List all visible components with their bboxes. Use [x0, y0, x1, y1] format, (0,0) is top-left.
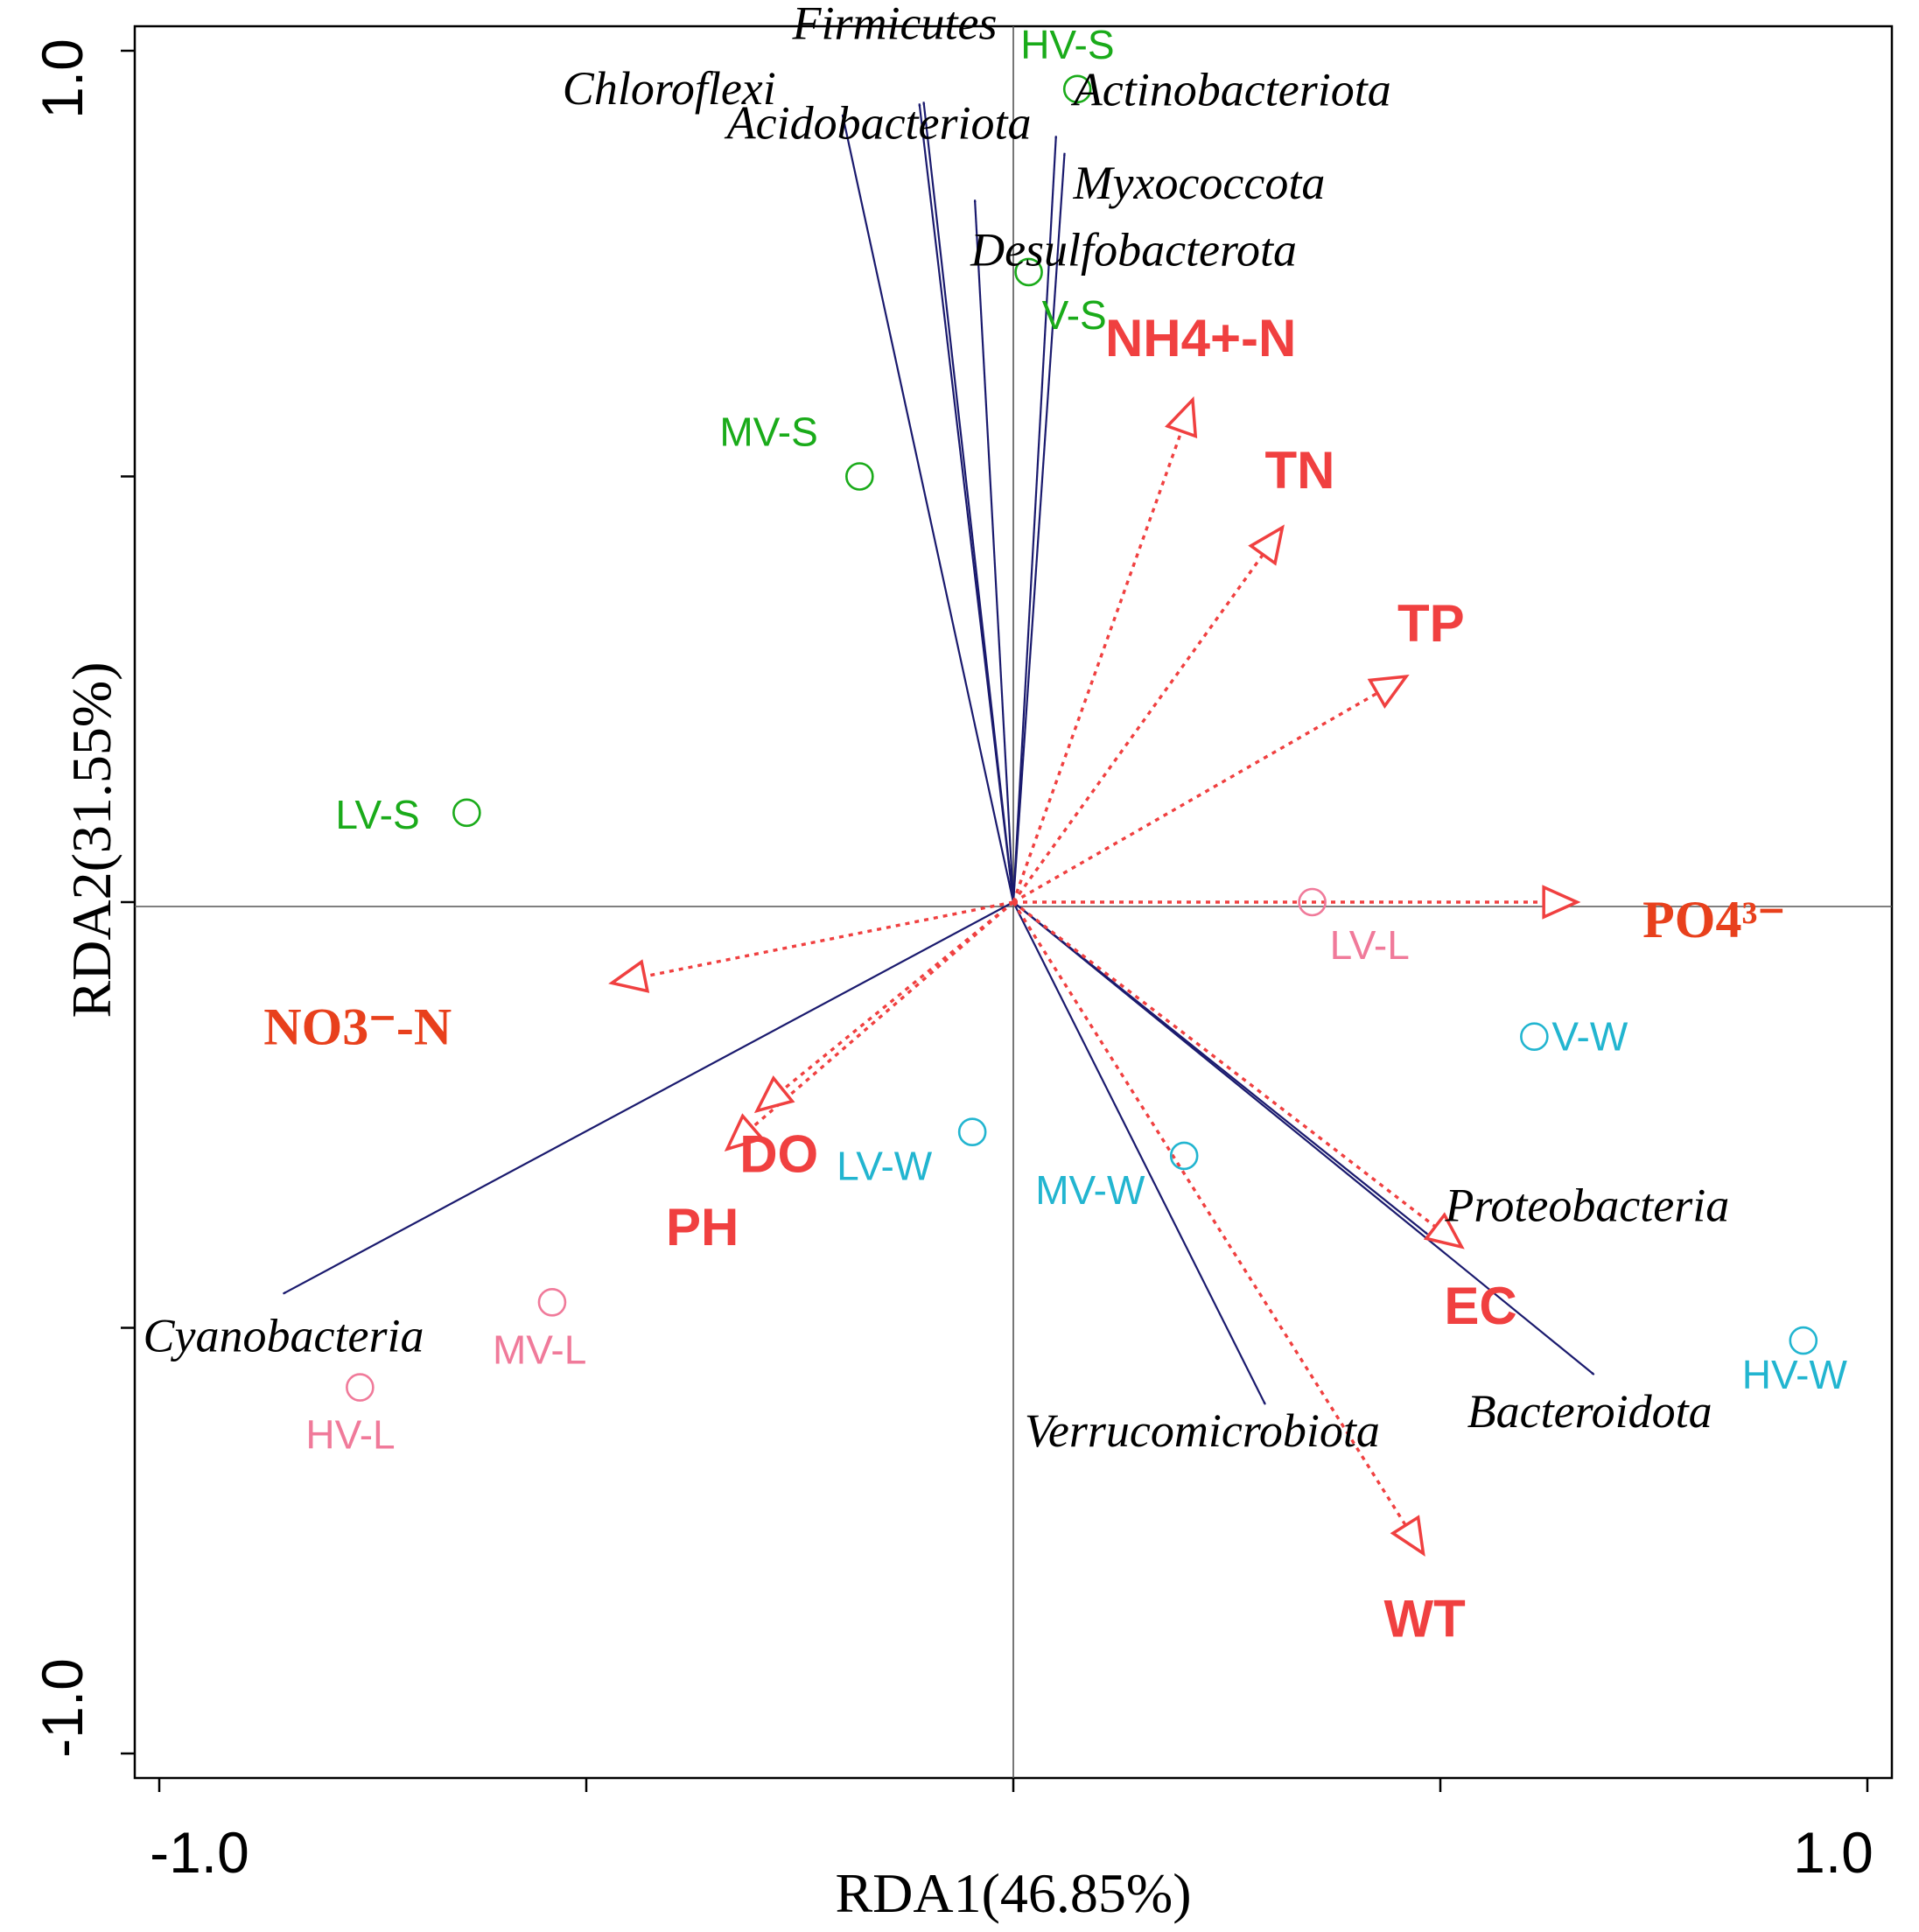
env-arrow-head-tn — [1248, 524, 1285, 566]
site-label-hv-l: HV-L — [305, 1412, 395, 1458]
env-label-ph: PH — [666, 1198, 739, 1256]
species-label-verrucomicrobiota: Verrucomicrobiota — [1025, 1404, 1380, 1457]
y-ticks — [121, 49, 135, 1755]
env-arrow-head-do — [753, 1075, 795, 1114]
species-arrow-desulfobacterota — [973, 199, 1015, 903]
site-point-mv-w — [1169, 1141, 1199, 1171]
env-label-tp: TP — [1397, 594, 1465, 653]
species-label-firmicutes: Firmicutes — [792, 0, 998, 49]
site-point-lv-w — [957, 1117, 987, 1147]
site-label-mv-s: MV-S — [719, 410, 817, 455]
env-arrow-head-no3-n — [608, 959, 650, 993]
species-arrow-chloroflexi — [841, 114, 1015, 903]
env-label-no3-n: NO3⁻-N — [263, 998, 452, 1055]
site-label-lv-l: LV-L — [1330, 922, 1410, 968]
site-point-hv-l — [346, 1373, 375, 1402]
env-arrow-head-tp — [1367, 675, 1410, 710]
site-label-lv-s: LV-S — [335, 792, 419, 837]
species-label-actinobacteriota: Actinobacteriota — [1071, 63, 1391, 116]
y-axis-title: RDA2(31.55%) — [60, 662, 123, 1018]
species-label-proteobacteria: Proteobacteria — [1444, 1179, 1729, 1231]
species-label-cyanobacteria: Cyanobacteria — [144, 1310, 424, 1362]
site-point-hv-s — [1062, 74, 1092, 104]
site-point-lv-l — [1298, 887, 1327, 917]
site-label-mv-w: MV-W — [1035, 1167, 1145, 1213]
env-arrow-head-po4 — [1542, 885, 1581, 920]
environment-arrows — [608, 396, 1581, 1557]
site-point-lv-s — [452, 798, 481, 828]
env-arrow-line-no3-n — [644, 900, 1014, 978]
env-arrow-line-wt — [1012, 901, 1407, 1527]
env-arrow-line-tn — [1012, 553, 1264, 903]
site-point-mv-l — [537, 1288, 567, 1317]
env-label-ec: EC — [1444, 1277, 1516, 1335]
env-label-nh4-n: NH4+-N — [1105, 309, 1296, 368]
env-arrow-head-wt — [1390, 1515, 1425, 1557]
env-label-tn: TN — [1264, 441, 1334, 500]
env-label-po4: PO4³⁻ — [1642, 891, 1785, 948]
x-tick-label-max: 1.0 — [1793, 1820, 1873, 1885]
env-arrow-line-nh4-n — [1012, 430, 1183, 903]
site-label-hv-s: HV-S — [1020, 22, 1114, 67]
x-axis-title: RDA1(46.85%) — [835, 1862, 1191, 1924]
y-tick-label-min: -1.0 — [30, 1658, 95, 1758]
site-point-v-s — [1014, 257, 1043, 287]
species-label-myxococcota: Myxococcota — [1073, 157, 1326, 209]
env-arrow-head-ph — [724, 1113, 766, 1152]
site-point-mv-s — [845, 462, 874, 491]
env-label-do: DO — [739, 1124, 818, 1183]
x-tick-label-min: -1.0 — [150, 1820, 249, 1885]
species-arrow-actinobacteriota — [1012, 135, 1058, 903]
site-label-lv-w: LV-W — [837, 1144, 933, 1189]
species-arrow-verrucomicrobiota — [1012, 901, 1266, 1405]
site-point-hv-w — [1789, 1326, 1818, 1355]
species-label-desulfobacterota: Desulfobacterota — [970, 223, 1297, 276]
species-arrow-cyanobacteria — [283, 901, 1014, 1295]
y-tick-label-max: 1.0 — [30, 38, 95, 119]
env-arrow-line-ec — [1012, 900, 1437, 1228]
site-points — [346, 74, 1818, 1402]
env-arrow-head-ec — [1423, 1212, 1465, 1250]
env-arrow-line-do — [781, 900, 1015, 1091]
env-arrow-head-nh4-n — [1165, 396, 1198, 438]
species-label-bacteroidota: Bacteroidota — [1467, 1385, 1712, 1438]
species-arrow-bacteroidota — [1012, 901, 1595, 1376]
site-label-hv-w: HV-W — [1742, 1352, 1848, 1397]
species-arrows — [283, 102, 1595, 1405]
env-arrow-line-tp — [1012, 691, 1378, 904]
species-label-chloroflexi: Chloroflexi — [563, 62, 776, 115]
site-point-v-w — [1520, 1022, 1549, 1052]
env-label-wt: WT — [1383, 1589, 1465, 1648]
site-label-mv-l: MV-L — [493, 1326, 586, 1372]
species-arrow-myxococcota — [1012, 152, 1066, 903]
x-ticks — [158, 1778, 1869, 1792]
species-arrow-acidobacteriota — [918, 103, 1015, 903]
site-label-v-w: V-W — [1551, 1014, 1628, 1060]
species-label-acidobacteriota: Acidobacteriota — [725, 96, 1032, 149]
site-label-v-s: V-S — [1042, 292, 1107, 338]
